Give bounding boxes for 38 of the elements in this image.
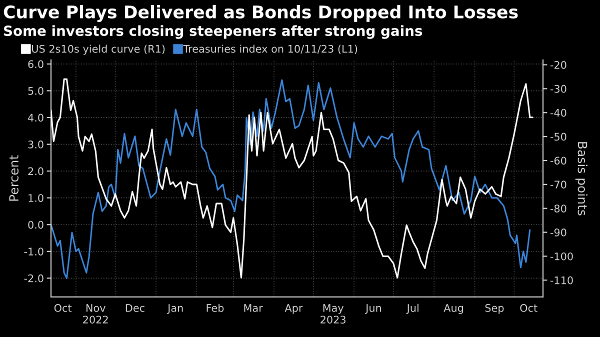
x-tick-label: Sep [485,304,504,314]
x-tick-label: Dec [126,304,144,312]
y2-tick-label: -40 [550,108,566,117]
y-tick-label: 0.0 [28,220,44,229]
y-tick-label: 2.0 [28,167,44,176]
y2-tick-label: -80 [550,204,566,212]
y-tick-label: 3.0 [28,140,44,148]
x-tick-label: Oct [54,304,72,312]
y2-tick-label: -90 [550,228,566,236]
legend-label: Treasuries index on 10/11/23 (L1) [183,44,358,54]
y-tick-label: 5.0 [28,86,44,95]
legend-label: US 2s10s yield curve (R1) [32,44,165,55]
y-tick-label: -1.0 [24,248,44,256]
y-axis-title: Percent [9,155,19,201]
y-tick-label: 6.0 [28,60,44,68]
x-tick-label: Jul [406,304,418,314]
x-tick-label: Mar [244,304,263,312]
y-tick-label: 4.0 [28,114,44,122]
x-tick-label: Jun [365,304,382,314]
x-tick-label: Apr [284,304,303,314]
x-tick-label: Feb [206,304,224,312]
y-tick-label: -2.0 [24,274,44,282]
y2-tick-label: -110 [550,276,573,284]
y2-tick-label: -20 [550,61,566,69]
y-tick-label: 1.0 [28,194,44,202]
chart-subtitle: Some investors closing steepeners after strong gains [4,25,422,39]
chart-title: Curve Plays Delivered as Bonds Dropped Into Losses [4,5,518,22]
y2-tick-label: -30 [550,84,566,93]
x-tick-label: Nov 2022 [83,304,108,324]
y2-tick-label: -70 [550,180,566,189]
y2-tick-label: -100 [550,252,573,260]
y2-tick-label: -60 [550,156,566,165]
x-tick-label: May 2023 [320,304,346,324]
x-tick-label: Jan [167,304,183,314]
y2-tick-label: -50 [550,132,566,141]
y2-axis-title: Basis points [575,142,588,216]
x-tick-label: Aug [444,304,464,314]
x-tick-label: Oct [520,304,538,312]
